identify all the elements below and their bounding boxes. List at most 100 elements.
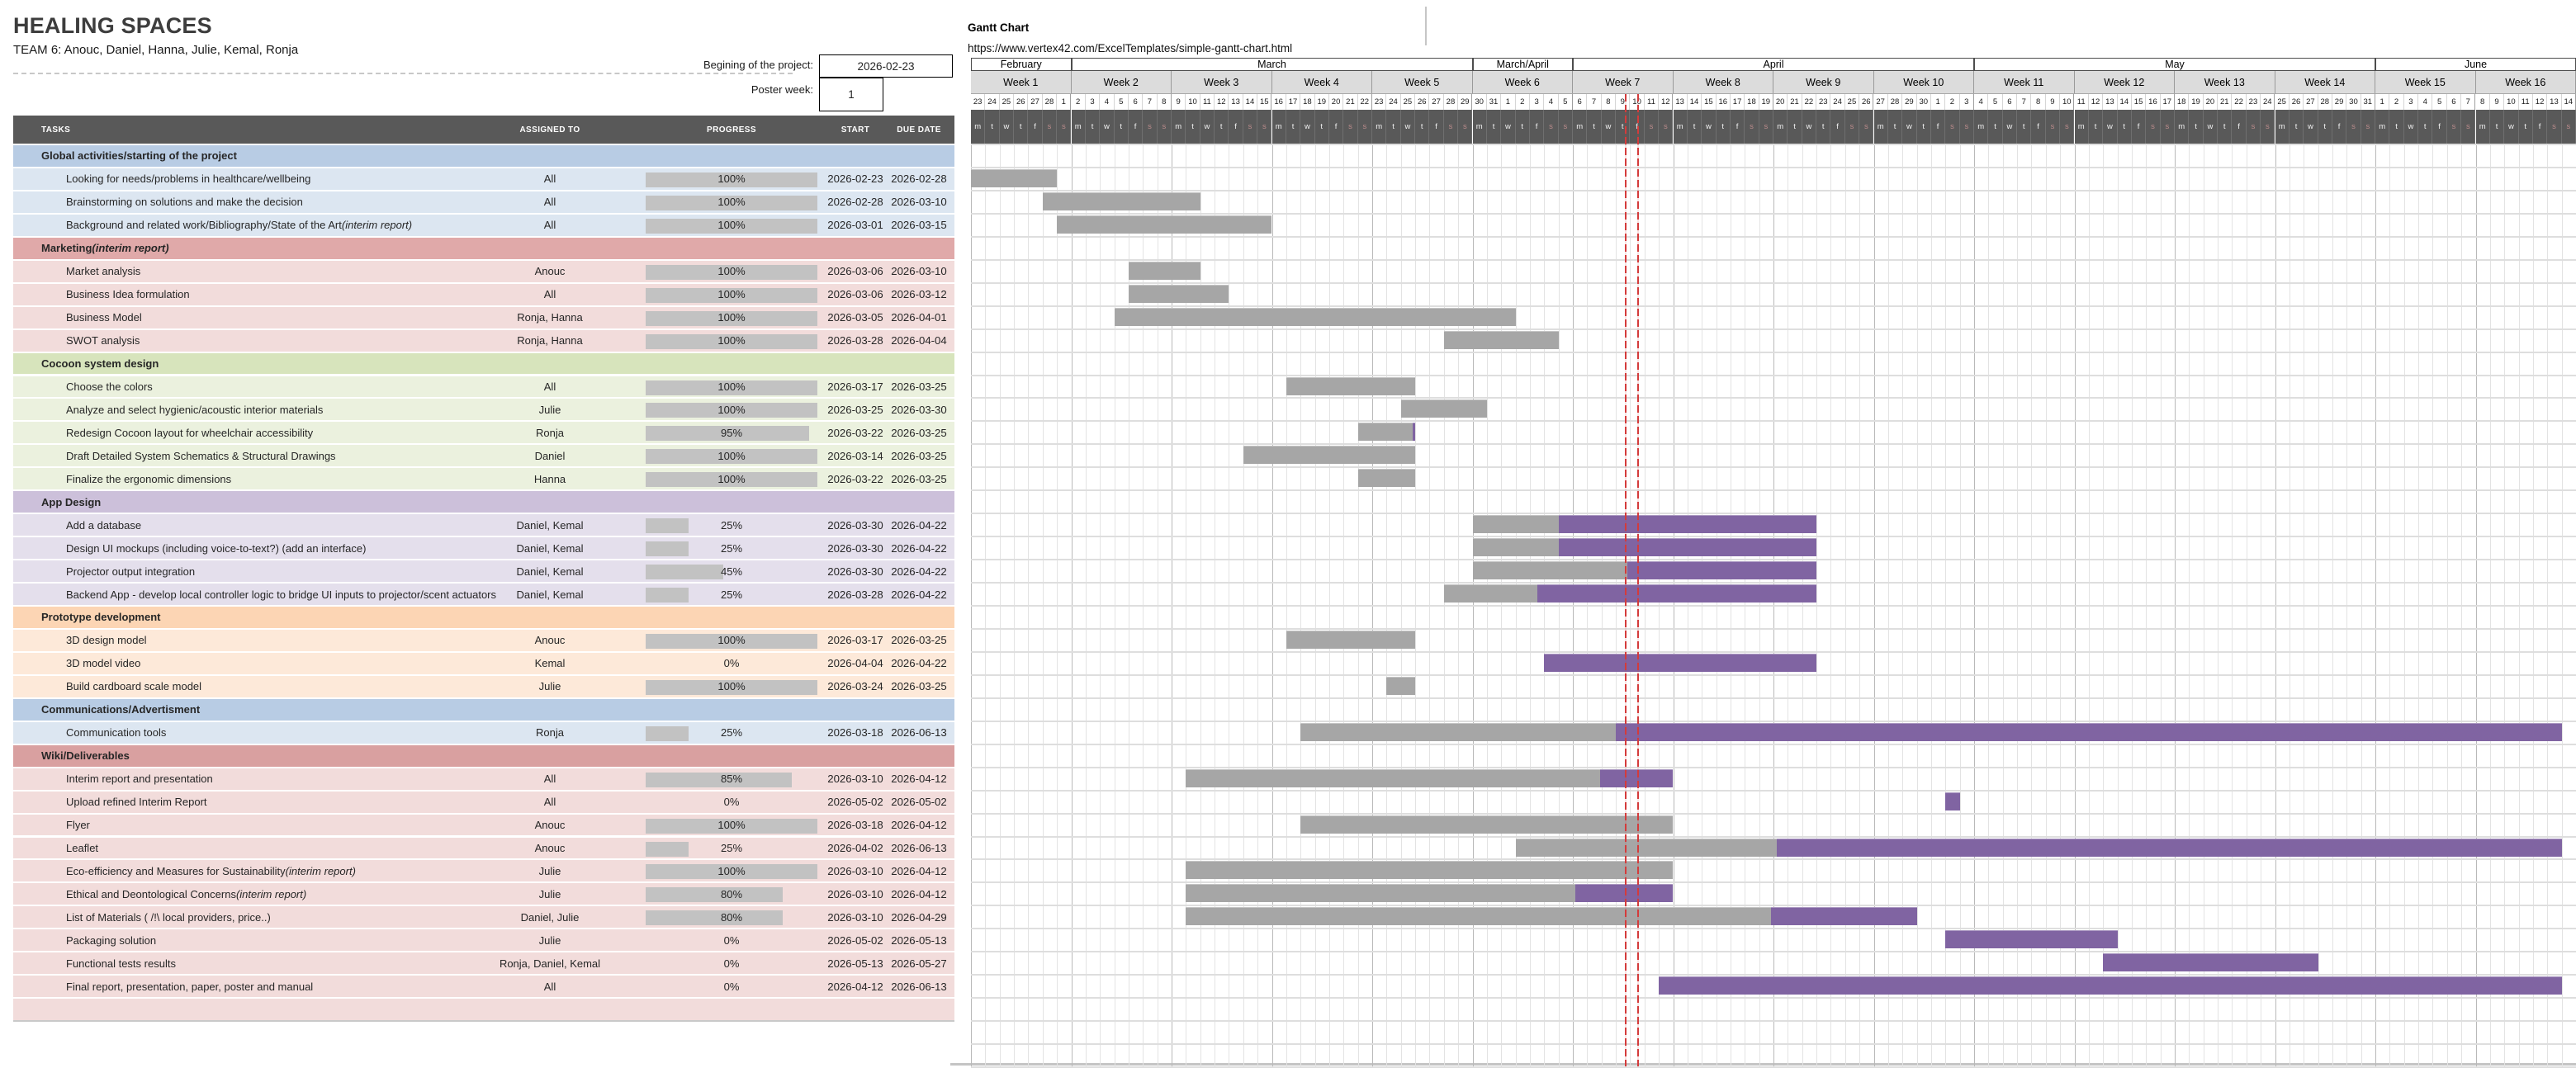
gantt-bar-remaining[interactable] [1616,722,2562,741]
gantt-bar-complete[interactable] [1443,584,1537,603]
gantt-bar-complete[interactable] [1286,630,1416,649]
day-number-cell: 24 [2261,94,2275,110]
gantt-bar-complete[interactable] [1472,561,1627,580]
task-row[interactable]: List of Materials ( /!\ local providers,… [13,905,954,929]
task-row[interactable]: Build cardboard scale model Julie 100% 2026… [13,673,954,697]
due-date-cell: 2026-06-13 [891,980,947,993]
task-row[interactable]: Add a database Daniel, Kemal 25% 2026-03-30… [13,513,954,536]
gantt-bar-remaining[interactable] [1777,838,2562,857]
day-number-cell: 21 [1343,94,1358,110]
gantt-bar-complete[interactable] [1300,722,1617,741]
day-number-cell: 19 [2189,94,2204,110]
poster-week-cell[interactable]: 1 [819,78,883,111]
section-row[interactable]: Prototype development [13,605,954,628]
gantt-bar-complete[interactable] [1357,469,1416,488]
gantt-bar-remaining[interactable] [1575,884,1674,903]
gantt-bar-complete[interactable] [1128,261,1200,280]
gantt-bar-complete[interactable] [1243,446,1416,465]
day-of-week-cell: w [1702,110,1717,144]
day-of-week-cell: m [1773,110,1788,144]
gantt-bar-complete[interactable] [1186,768,1600,787]
gantt-bar-complete[interactable] [1128,284,1229,303]
task-row[interactable]: Looking for needs/problems in healthcare… [13,166,954,190]
task-row[interactable]: Upload refined Interim Report All 0% 2026-0… [13,789,954,813]
col-header-start[interactable]: START [841,125,870,135]
gantt-bar-complete[interactable] [1186,861,1674,880]
gantt-bar-remaining[interactable] [1627,561,1817,580]
day-of-week-cell: t [1515,110,1530,144]
gantt-bar-complete[interactable] [971,168,1058,187]
gantt-bar-remaining[interactable] [1599,768,1674,787]
gantt-bar-complete[interactable] [1472,515,1559,534]
task-row[interactable]: Packaging solution Julie 0% 2026-05-02 2026-… [13,928,954,952]
start-date-cell: 2026-03-30 [827,518,883,532]
gantt-grid[interactable] [950,144,2576,1068]
section-row[interactable]: Global activities/starting of the projec… [13,144,954,167]
gantt-bar-remaining[interactable] [1412,423,1416,442]
gantt-bar-remaining[interactable] [1558,538,1817,557]
gantt-template-url[interactable]: https://www.vertex42.com/ExcelTemplates/… [968,42,1293,54]
task-row[interactable]: Functional tests results Ronja, Daniel, K… [13,951,954,975]
task-row[interactable]: Communication tools Ronja 25% 2026-03-18 202… [13,720,954,744]
task-row[interactable]: Backend App - develop local controller l… [13,582,954,605]
gantt-bar-remaining[interactable] [1544,653,1817,672]
task-row[interactable]: Business Idea formulation All 100% 2026-03-… [13,281,954,305]
task-name: SWOT analysis [66,334,140,347]
gantt-bar-remaining[interactable] [1537,584,1817,603]
gantt-bar-remaining[interactable] [1945,792,1960,810]
gantt-bar-complete[interactable] [1443,330,1559,349]
gantt-bar-complete[interactable] [1042,191,1200,210]
col-header-assigned-to[interactable]: ASSIGNED TO [519,125,580,135]
task-row[interactable]: Projector output integration Daniel, Kema… [13,559,954,583]
task-row[interactable]: 3D design model Anouc 100% 2026-03-17 2026-0… [13,627,954,651]
task-row[interactable]: Business Model Ronja, Hanna 100% 2026-03-05… [13,305,954,328]
gantt-bar-complete[interactable] [1186,884,1576,903]
gantt-bar-remaining[interactable] [1558,515,1817,534]
section-row[interactable]: Marketing (interim report) [13,235,954,259]
task-row[interactable]: SWOT analysis Ronja, Hanna 100% 2026-03-28 2… [13,328,954,352]
col-header-progress[interactable]: PROGRESS [707,125,756,135]
gantt-bar-complete[interactable] [1400,399,1487,418]
section-row[interactable]: Wiki/Deliverables [13,743,954,767]
section-row[interactable]: App Design [13,489,954,513]
gantt-bar-complete[interactable] [1515,838,1778,857]
task-row[interactable]: Leaflet Anouc 25% 2026-04-02 2026-06-13 [13,835,954,859]
col-header-tasks[interactable]: TASKS [41,125,71,135]
task-row[interactable]: 3D model video Kemal 0% 2026-04-04 2026-04-2… [13,650,954,674]
gantt-bar-complete[interactable] [1472,538,1559,557]
task-row[interactable]: Interim report and presentation All 85% 202… [13,766,954,790]
project-start-cell[interactable]: 2026-02-23 [819,54,953,78]
gantt-bar-complete[interactable] [1286,376,1416,395]
gantt-bar-remaining[interactable] [1945,930,2118,949]
assigned-to-cell: Ronja, Hanna [517,334,583,347]
task-row[interactable]: Draft Detailed System Schematics & Struc… [13,443,954,467]
task-row[interactable]: Eco-efficiency and Measures for Sustaina… [13,858,954,882]
gantt-bar-complete[interactable] [1186,907,1771,926]
section-row[interactable]: Communications/Advertisment [13,697,954,721]
day-number-cell: 28 [1042,94,1058,110]
task-row[interactable]: Design UI mockups (including voice-to-te… [13,536,954,560]
col-header-due-date[interactable]: DUE DATE [897,125,941,135]
section-row[interactable]: Cocoon system design [13,351,954,375]
task-row[interactable]: Redesign Cocoon layout for wheelchair ac… [13,420,954,444]
task-row[interactable]: Background and related work/Bibliography… [13,212,954,236]
gantt-bar-remaining[interactable] [1770,907,1917,926]
gantt-bar-complete[interactable] [1300,815,1674,834]
task-row[interactable]: Choose the colors All 100% 2026-03-17 2026-0… [13,374,954,398]
task-row[interactable]: Brainstorming on solutions and make the … [13,189,954,213]
day-number-cell: 12 [2532,94,2548,110]
task-row[interactable]: Flyer Anouc 100% 2026-03-18 2026-04-12 [13,812,954,836]
task-row[interactable]: Ethical and Deontological Concerns (inte… [13,881,954,905]
gantt-bar-remaining[interactable] [2103,953,2318,972]
task-row[interactable]: Final report, presentation, paper, poste… [13,974,954,998]
gantt-bar-complete[interactable] [1057,215,1272,234]
empty-row[interactable] [13,997,954,1021]
task-row[interactable]: Finalize the ergonomic dimensions Hanna 10… [13,466,954,490]
task-row[interactable]: Analyze and select hygienic/acoustic int… [13,397,954,421]
task-row[interactable]: Market analysis Anouc 100% 2026-03-06 2026-0… [13,258,954,282]
gantt-bar-complete[interactable] [1386,676,1416,695]
gantt-bar-complete[interactable] [1114,307,1516,326]
gantt-bar-complete[interactable] [1357,423,1413,442]
assigned-to-cell: Anouc [534,265,566,278]
gantt-bar-remaining[interactable] [1659,976,2562,995]
